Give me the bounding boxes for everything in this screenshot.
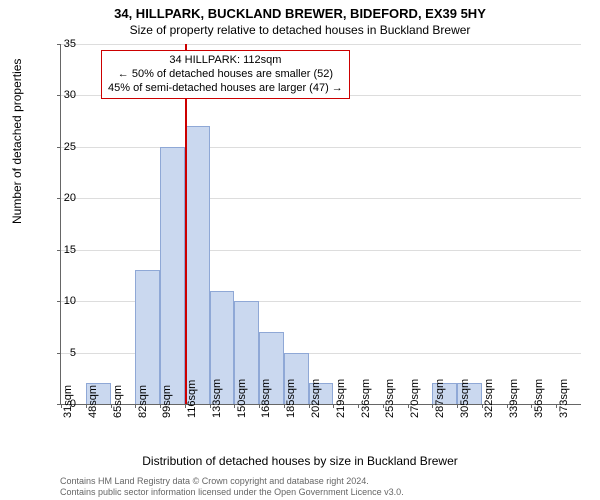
chart-title: 34, HILLPARK, BUCKLAND BREWER, BIDEFORD,… bbox=[0, 6, 600, 21]
ytick-label: 5 bbox=[52, 347, 76, 359]
ytick-label: 15 bbox=[52, 244, 76, 256]
xtick-mark bbox=[358, 404, 359, 408]
gridline bbox=[61, 198, 581, 199]
ytick-label: 10 bbox=[52, 295, 76, 307]
ytick-label: 30 bbox=[52, 89, 76, 101]
plot-area: 34 HILLPARK: 112sqm← 50% of detached hou… bbox=[60, 44, 581, 405]
footer-line-2: Contains public sector information licen… bbox=[60, 487, 404, 497]
chart-subtitle: Size of property relative to detached ho… bbox=[0, 23, 600, 37]
annotation-line: 45% of semi-detached houses are larger (… bbox=[108, 82, 343, 96]
gridline bbox=[61, 250, 581, 251]
chart-container: 34, HILLPARK, BUCKLAND BREWER, BIDEFORD,… bbox=[0, 0, 600, 500]
x-axis-label: Distribution of detached houses by size … bbox=[0, 454, 600, 468]
histogram-bar bbox=[185, 126, 210, 404]
gridline bbox=[61, 147, 581, 148]
histogram-bar bbox=[135, 270, 160, 404]
ytick-label: 20 bbox=[52, 192, 76, 204]
annotation-line: 34 HILLPARK: 112sqm bbox=[108, 54, 343, 68]
gridline bbox=[61, 44, 581, 45]
y-axis-label: Number of detached properties bbox=[10, 59, 24, 224]
annotation-box: 34 HILLPARK: 112sqm← 50% of detached hou… bbox=[101, 50, 350, 99]
histogram-bar bbox=[160, 147, 185, 404]
ytick-label: 35 bbox=[52, 38, 76, 50]
annotation-line: ← 50% of detached houses are smaller (52… bbox=[108, 68, 343, 82]
ytick-label: 25 bbox=[52, 141, 76, 153]
footer-line-1: Contains HM Land Registry data © Crown c… bbox=[60, 476, 369, 486]
